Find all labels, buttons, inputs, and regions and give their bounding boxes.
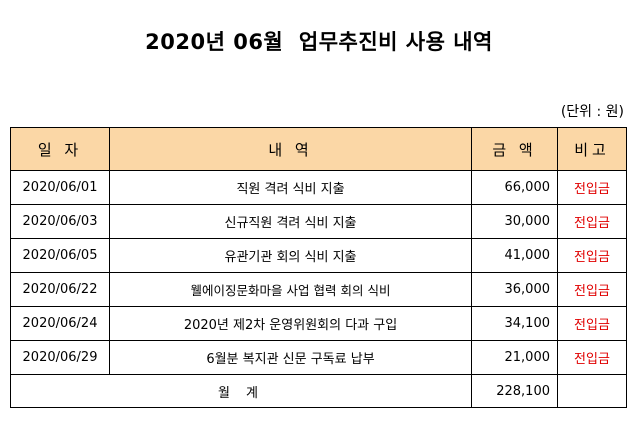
total-label: 월 계 — [10, 374, 472, 408]
row-date: 2020/06/03 — [10, 204, 110, 239]
row-date: 2020/06/24 — [10, 306, 110, 341]
expense-table: 일 자 내 역 금 액 비고 2020/06/01 직원 격려 식비 지출 66… — [10, 127, 627, 408]
page-title: 2020년 06월 업무추진비 사용 내역 — [145, 30, 493, 54]
row-description: 유관기관 회의 식비 지출 — [109, 238, 472, 273]
header-description: 내 역 — [109, 127, 472, 171]
unit-label: (단위 : 원) — [560, 104, 624, 120]
row-date: 2020/06/22 — [10, 272, 110, 307]
row-description: 6월분 복지관 신문 구독료 납부 — [109, 340, 472, 375]
table-row: 2020/06/05 유관기관 회의 식비 지출 41,000 전입금 — [10, 238, 627, 273]
table-header-row: 일 자 내 역 금 액 비고 — [10, 127, 627, 171]
row-note: 전입금 — [557, 238, 627, 273]
row-date: 2020/06/01 — [10, 170, 110, 205]
header-amount: 금 액 — [471, 127, 558, 171]
table-row: 2020/06/22 웰에이징문화마을 사업 협력 회의 식비 36,000 전… — [10, 272, 627, 307]
row-note: 전입금 — [557, 170, 627, 205]
row-note: 전입금 — [557, 340, 627, 375]
total-note — [557, 374, 627, 408]
row-description: 2020년 제2차 운영위원회의 다과 구입 — [109, 306, 472, 341]
row-date: 2020/06/05 — [10, 238, 110, 273]
row-note: 전입금 — [557, 306, 627, 341]
row-note: 전입금 — [557, 272, 627, 307]
row-amount: 21,000 — [471, 340, 558, 375]
total-row: 월 계 228,100 — [10, 374, 627, 408]
row-note: 전입금 — [557, 204, 627, 239]
table-row: 2020/06/24 2020년 제2차 운영위원회의 다과 구입 34,100… — [10, 306, 627, 341]
table-row: 2020/06/01 직원 격려 식비 지출 66,000 전입금 — [10, 170, 627, 205]
header-note: 비고 — [557, 127, 627, 171]
row-description: 직원 격려 식비 지출 — [109, 170, 472, 205]
row-amount: 41,000 — [471, 238, 558, 273]
row-date: 2020/06/29 — [10, 340, 110, 375]
header-date: 일 자 — [10, 127, 110, 171]
row-amount: 30,000 — [471, 204, 558, 239]
table-row: 2020/06/03 신규직원 격려 식비 지출 30,000 전입금 — [10, 204, 627, 239]
row-description: 신규직원 격려 식비 지출 — [109, 204, 472, 239]
row-amount: 36,000 — [471, 272, 558, 307]
row-amount: 34,100 — [471, 306, 558, 341]
table-row: 2020/06/29 6월분 복지관 신문 구독료 납부 21,000 전입금 — [10, 340, 627, 375]
row-description: 웰에이징문화마을 사업 협력 회의 식비 — [109, 272, 472, 307]
total-amount: 228,100 — [471, 374, 558, 408]
row-amount: 66,000 — [471, 170, 558, 205]
